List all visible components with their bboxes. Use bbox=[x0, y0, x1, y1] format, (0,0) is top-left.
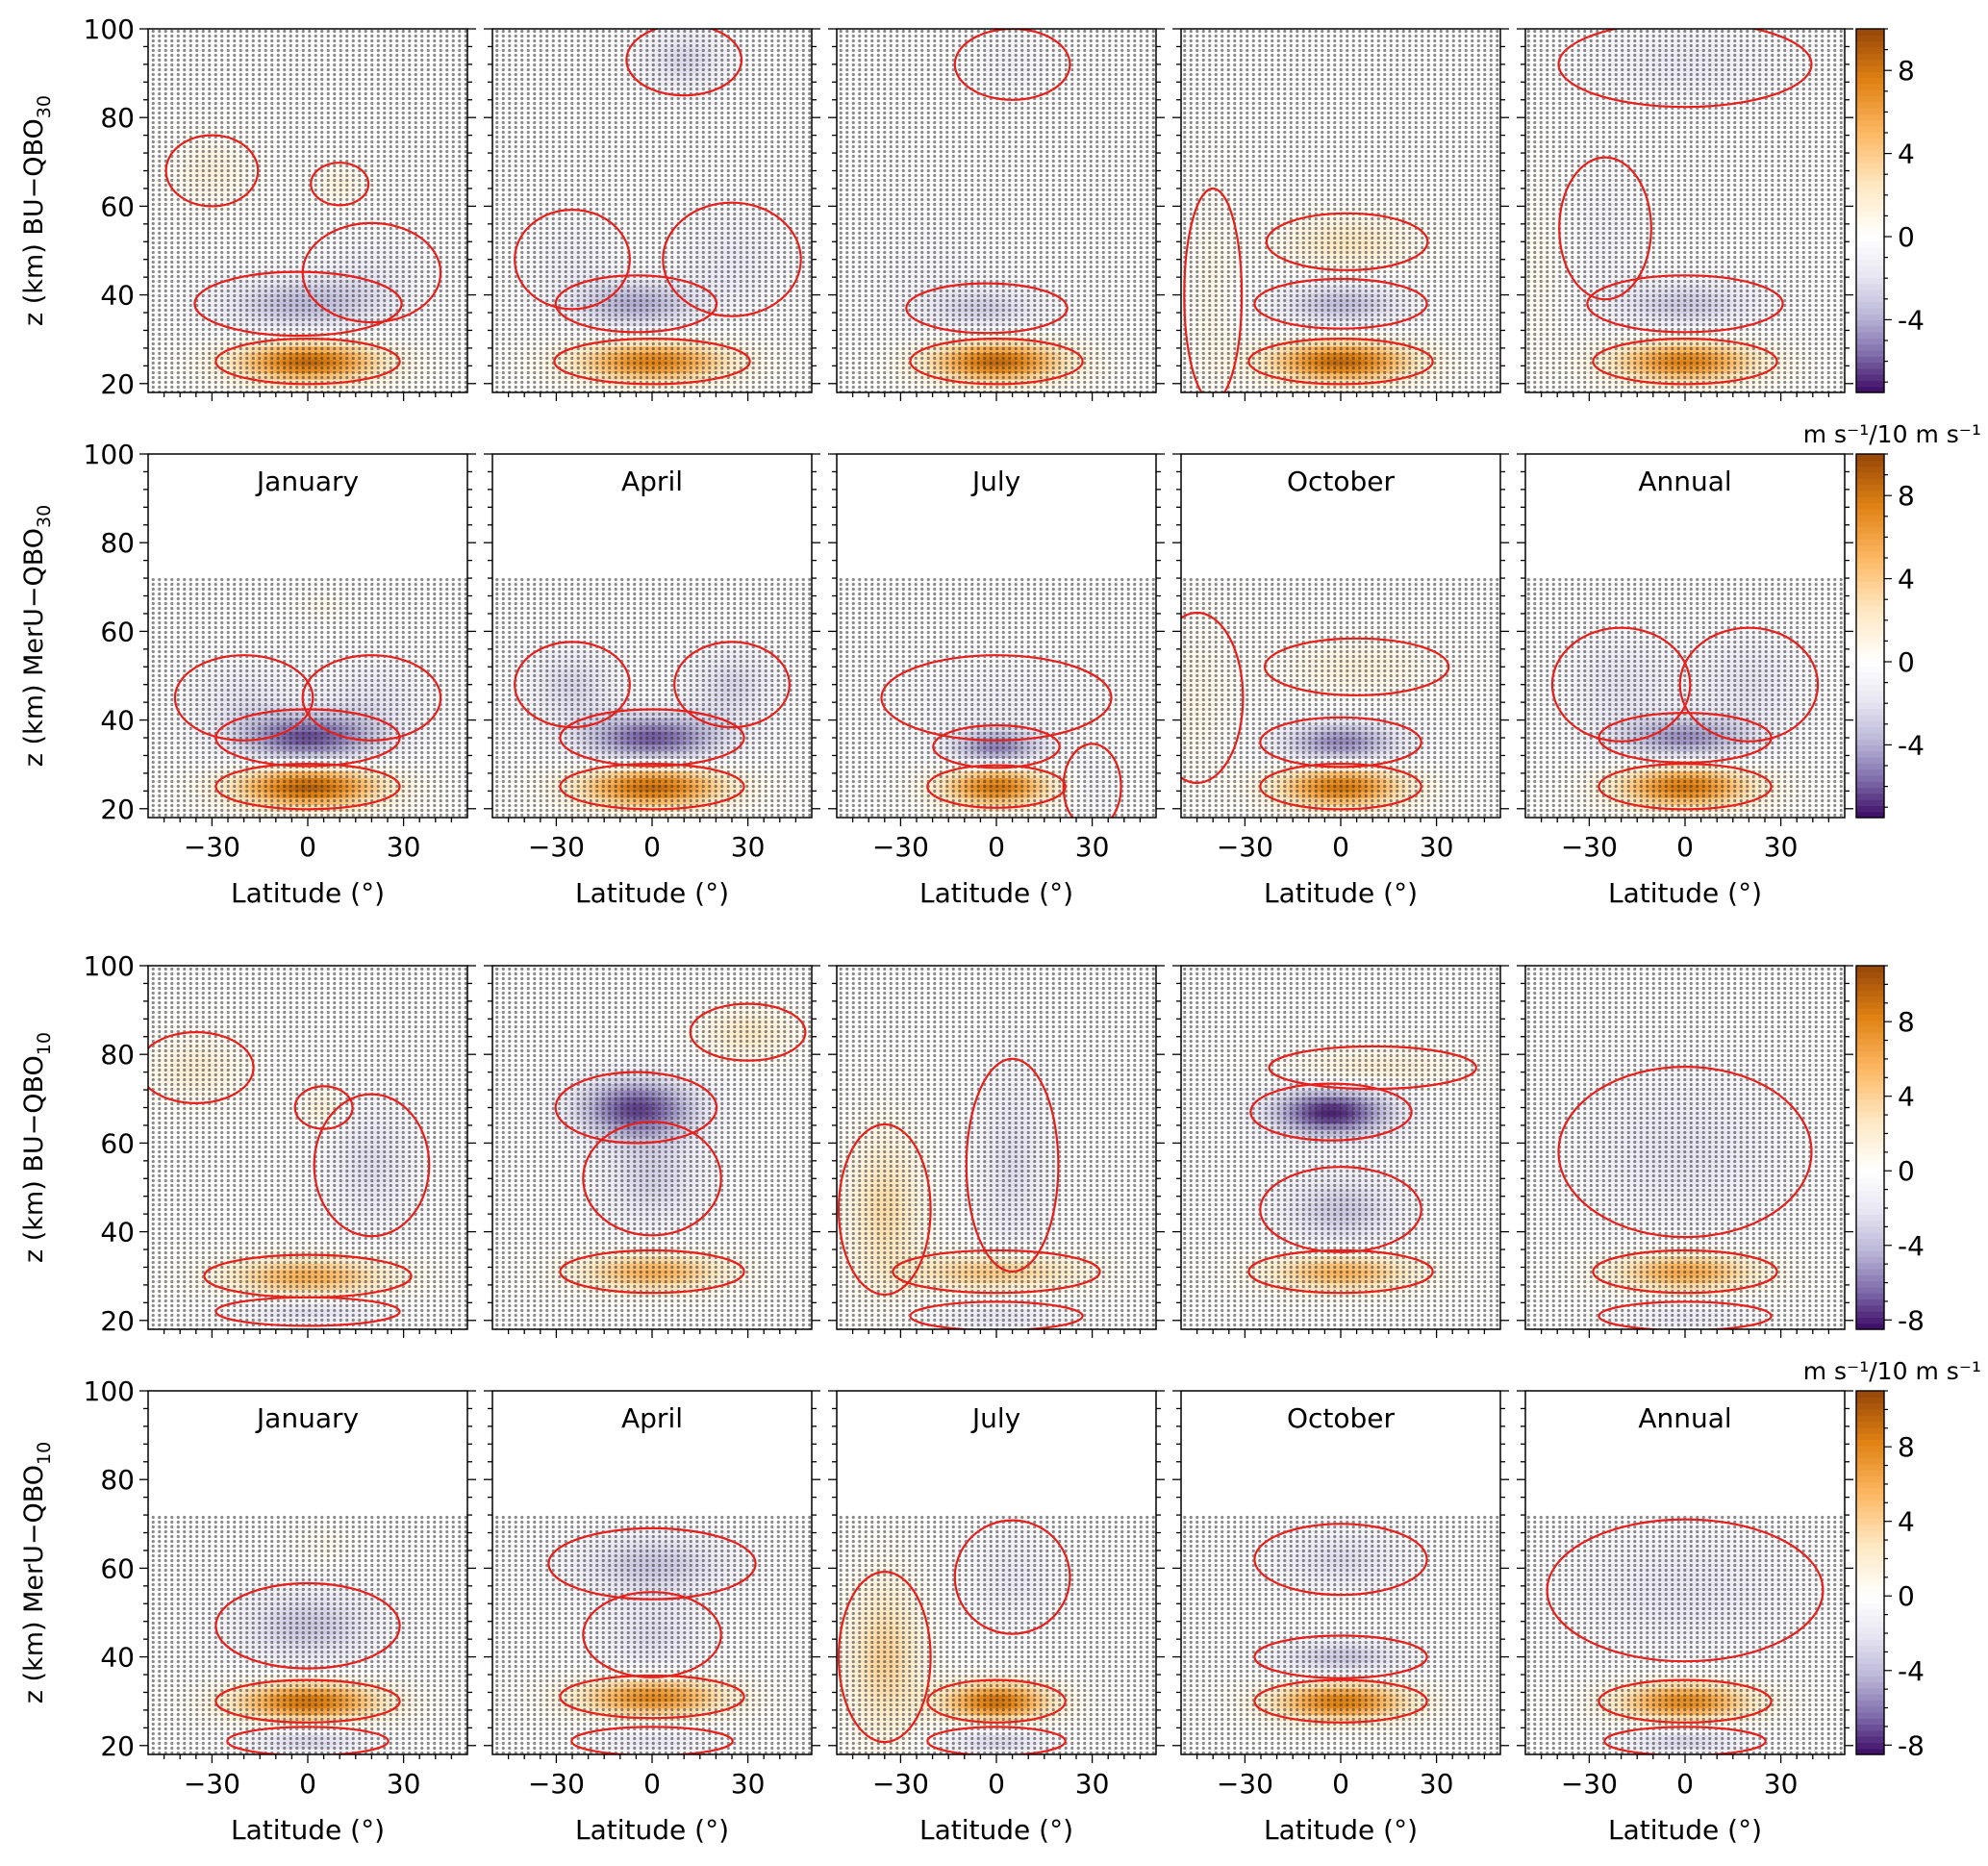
panel-0-1 bbox=[484, 24, 820, 401]
y-tick-label: 40 bbox=[100, 280, 135, 312]
heatmap-field bbox=[148, 29, 468, 393]
panel-0-0: 20 40 60 80 100 bbox=[84, 13, 476, 401]
heatmap-field bbox=[492, 24, 813, 392]
y-tick-label: 20 bbox=[100, 368, 135, 400]
y-tick-label: 80 bbox=[100, 102, 135, 134]
y-tick-label: 60 bbox=[100, 190, 135, 222]
y-tick-label: 100 bbox=[84, 13, 135, 45]
